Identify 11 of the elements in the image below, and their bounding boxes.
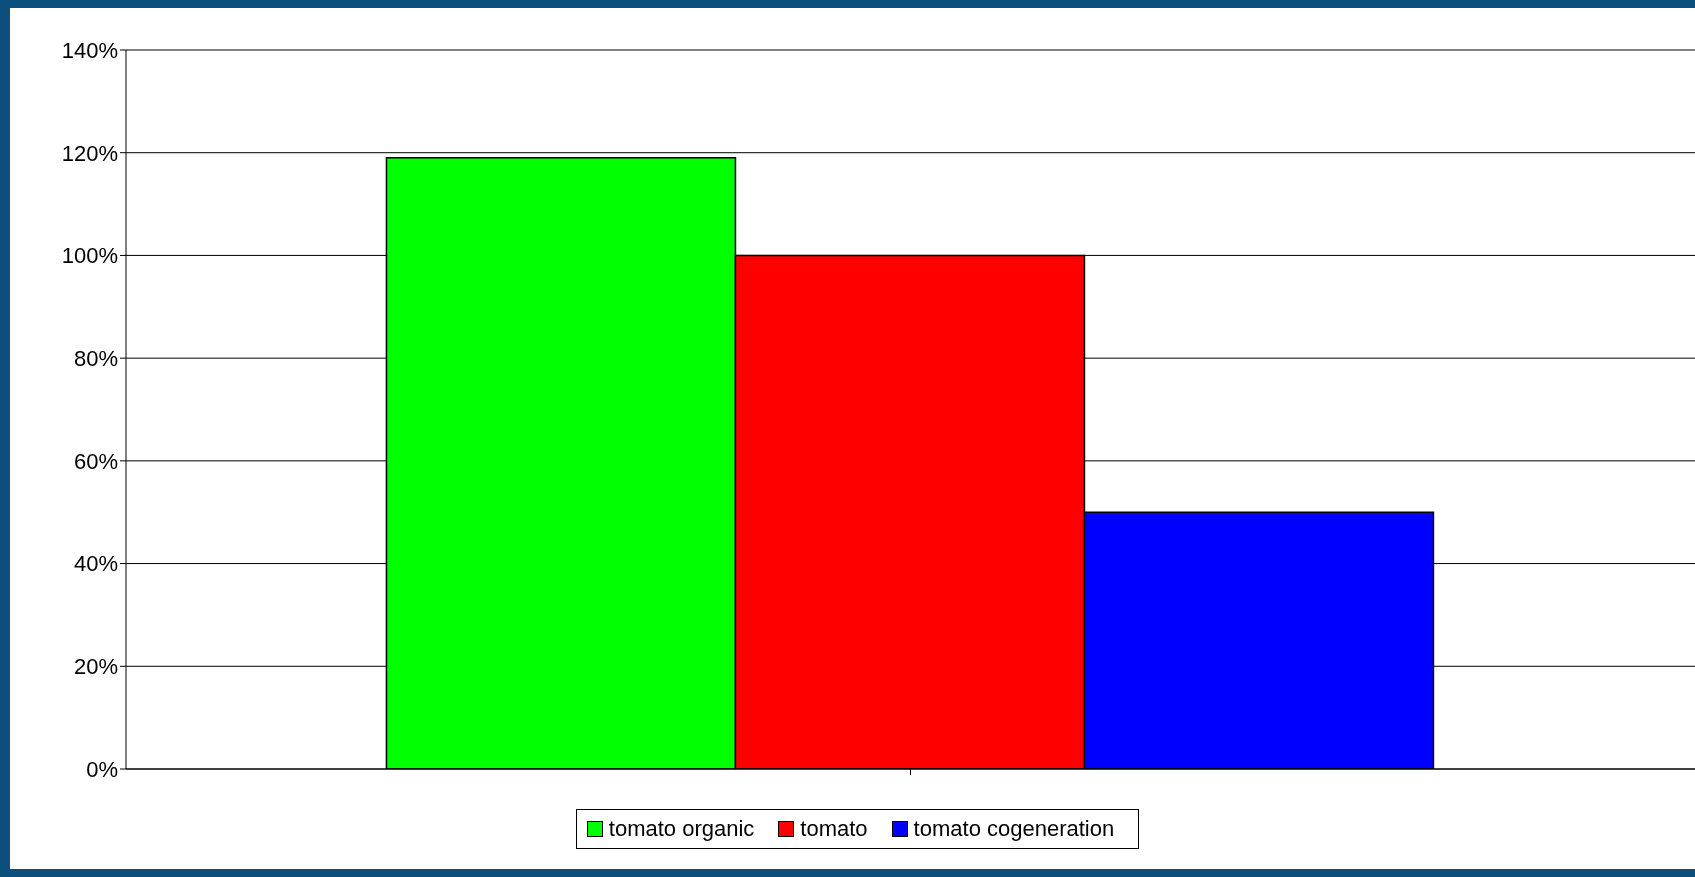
y-tick-label: 140% xyxy=(61,37,118,63)
y-tick-label: 120% xyxy=(61,140,118,166)
y-tick-label: 100% xyxy=(61,243,118,269)
y-tick-label: 20% xyxy=(73,654,118,680)
y-tick-label: 80% xyxy=(73,345,118,371)
legend-label: tomato xyxy=(800,816,868,842)
legend-label: tomato organic xyxy=(608,816,755,842)
y-tick-label: 60% xyxy=(73,448,118,474)
y-tick-label: 40% xyxy=(73,551,118,577)
y-tick-label: 0% xyxy=(86,756,118,782)
legend-label: tomato cogeneration xyxy=(913,816,1115,842)
